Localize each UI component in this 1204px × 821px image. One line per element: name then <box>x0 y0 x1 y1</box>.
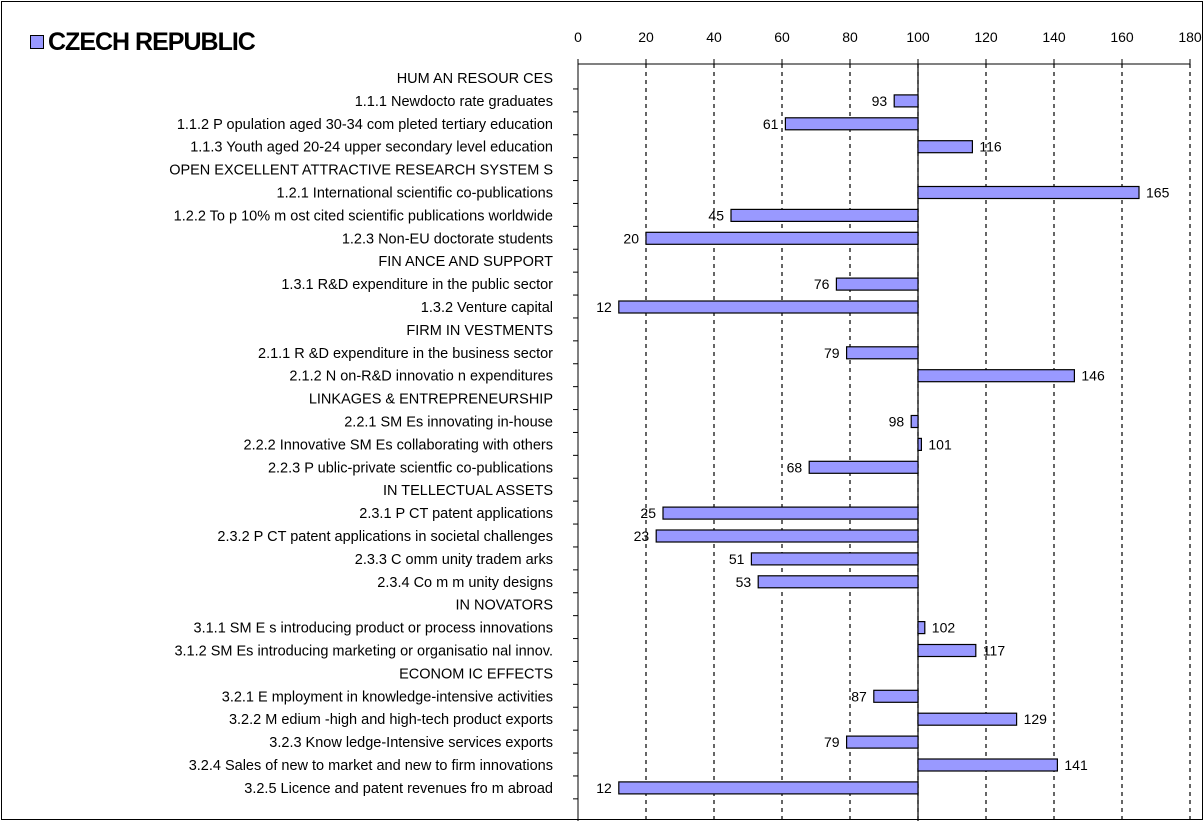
category-label: 2.3.4 Co m m unity designs <box>377 575 553 591</box>
category-label: 1.2.2 To p 10% m ost cited scientific pu… <box>174 208 553 224</box>
group-heading: ECONOM IC EFFECTS <box>399 666 553 682</box>
tick-label: 100 <box>906 29 930 45</box>
bar <box>917 620 926 635</box>
category-label: 3.2.1 E mployment in knowledge-intensive… <box>222 689 553 705</box>
data-labels: 93 61 116 165 45 20 76 12 79 146 98 101 68 25 23 51 53 10… <box>596 93 1169 796</box>
bar <box>917 758 1058 772</box>
tick-label: 180 <box>1178 29 1202 45</box>
bar <box>808 460 919 474</box>
legend-swatch <box>30 35 44 49</box>
category-label: 3.2.5 Licence and patent revenues fro m … <box>244 781 553 797</box>
bar <box>910 414 919 429</box>
data-label: 87 <box>851 688 867 704</box>
category-label: 3.2.2 M edium -high and high-tech produc… <box>229 712 553 728</box>
bar <box>917 643 977 658</box>
category-label: 1.2.3 Non-EU doctorate students <box>342 231 553 247</box>
tick-label: 20 <box>638 29 654 45</box>
group-heading: HUM AN RESOUR CES <box>397 71 553 87</box>
category-label: 2.2.3 P ublic-private scientfic co-publi… <box>268 460 553 476</box>
category-label: 2.2.1 SM Es innovating in-house <box>344 415 553 431</box>
bars <box>618 94 1140 795</box>
bar <box>757 575 919 589</box>
category-label: 2.3.3 C omm unity tradem arks <box>355 552 553 568</box>
tick-label: 160 <box>1110 29 1134 45</box>
bar <box>845 735 919 749</box>
data-label: 116 <box>979 139 1002 155</box>
group-heading: IN NOVATORS <box>456 598 554 614</box>
category-label: 1.1.3 Youth aged 20-24 upper secondary l… <box>190 140 553 156</box>
data-label: 53 <box>736 574 752 590</box>
category-label: 1.3.1 R&D expenditure in the public sect… <box>281 277 553 293</box>
bar <box>845 346 919 360</box>
data-label: 129 <box>1024 711 1048 727</box>
data-label: 45 <box>708 207 724 223</box>
group-heading: OPEN EXCELLENT ATTRACTIVE RESEARCH SYSTE… <box>169 163 553 179</box>
data-label: 68 <box>787 459 803 475</box>
data-label: 12 <box>596 780 612 796</box>
category-label: 3.2.3 Know ledge-Intensive services expo… <box>269 735 553 751</box>
bar <box>917 140 974 154</box>
chart-title-text: CZECH REPUBLIC <box>48 27 256 56</box>
data-label: 12 <box>596 299 612 315</box>
bar <box>917 437 922 451</box>
chart-title: CZECH REPUBLIC <box>30 27 256 57</box>
tick-label: 40 <box>706 29 722 45</box>
category-label: 2.3.2 P CT patent applications in societ… <box>217 529 553 545</box>
bar <box>917 712 1018 726</box>
data-label: 93 <box>872 93 888 109</box>
category-label: 3.1.2 SM Es introducing marketing or org… <box>174 644 553 660</box>
data-label: 25 <box>640 505 656 521</box>
tick-label: 60 <box>774 29 790 45</box>
bar <box>618 300 919 314</box>
group-heading: FIRM IN VESTMENTS <box>406 323 553 339</box>
data-label: 51 <box>729 551 745 567</box>
bar <box>645 231 919 245</box>
data-label: 146 <box>1081 368 1105 384</box>
data-label: 98 <box>889 414 905 430</box>
bar <box>873 689 919 703</box>
category-label: 1.1.2 P opulation aged 30-34 com pleted … <box>177 117 553 133</box>
category-labels: HUM AN RESOUR CES 1.1.1 Newdocto rate gra… <box>169 71 553 797</box>
bar <box>730 208 919 222</box>
bar <box>835 277 919 291</box>
data-label: 101 <box>928 436 952 452</box>
category-label: 2.2.2 Innovative SM Es collaborating wit… <box>244 437 554 453</box>
data-label: 79 <box>824 734 840 750</box>
group-heading: LINKAGES & ENTREPRENEURSHIP <box>309 392 553 408</box>
category-label: 1.2.1 International scientific co-public… <box>277 186 553 202</box>
data-label: 165 <box>1146 185 1170 201</box>
data-label: 102 <box>932 620 956 636</box>
bar <box>917 185 1140 200</box>
bar <box>662 506 919 520</box>
bar <box>618 781 919 795</box>
group-heading: IN TELLECTUAL ASSETS <box>383 483 553 499</box>
bar <box>784 117 919 131</box>
data-label: 23 <box>634 528 650 544</box>
category-label: 1.1.1 Newdocto rate graduates <box>355 94 553 110</box>
tick-label: 140 <box>1042 29 1066 45</box>
category-label: 2.3.1 P CT patent applications <box>359 506 553 522</box>
bar <box>750 552 919 566</box>
category-label: 3.1.1 SM E s introducing product or proc… <box>194 621 553 637</box>
data-label: 20 <box>623 230 639 246</box>
category-label: 2.1.2 N on-R&D innovatio n expenditures <box>289 369 553 385</box>
data-label: 141 <box>1064 757 1088 773</box>
category-label: 3.2.4 Sales of new to market and new to … <box>189 758 553 774</box>
tick-label: 0 <box>574 29 582 45</box>
bar <box>893 94 919 108</box>
data-label: 79 <box>824 345 840 361</box>
data-label: 61 <box>763 116 779 132</box>
category-label: 2.1.1 R &D expenditure in the business s… <box>258 346 553 362</box>
bar <box>655 529 919 543</box>
data-label: 117 <box>983 643 1006 659</box>
data-label: 76 <box>814 276 830 292</box>
group-heading: FIN ANCE AND SUPPORT <box>378 254 553 270</box>
tick-label: 120 <box>974 29 998 45</box>
tick-label: 80 <box>842 29 858 45</box>
bar <box>917 369 1075 383</box>
category-label: 1.3.2 Venture capital <box>421 300 553 316</box>
